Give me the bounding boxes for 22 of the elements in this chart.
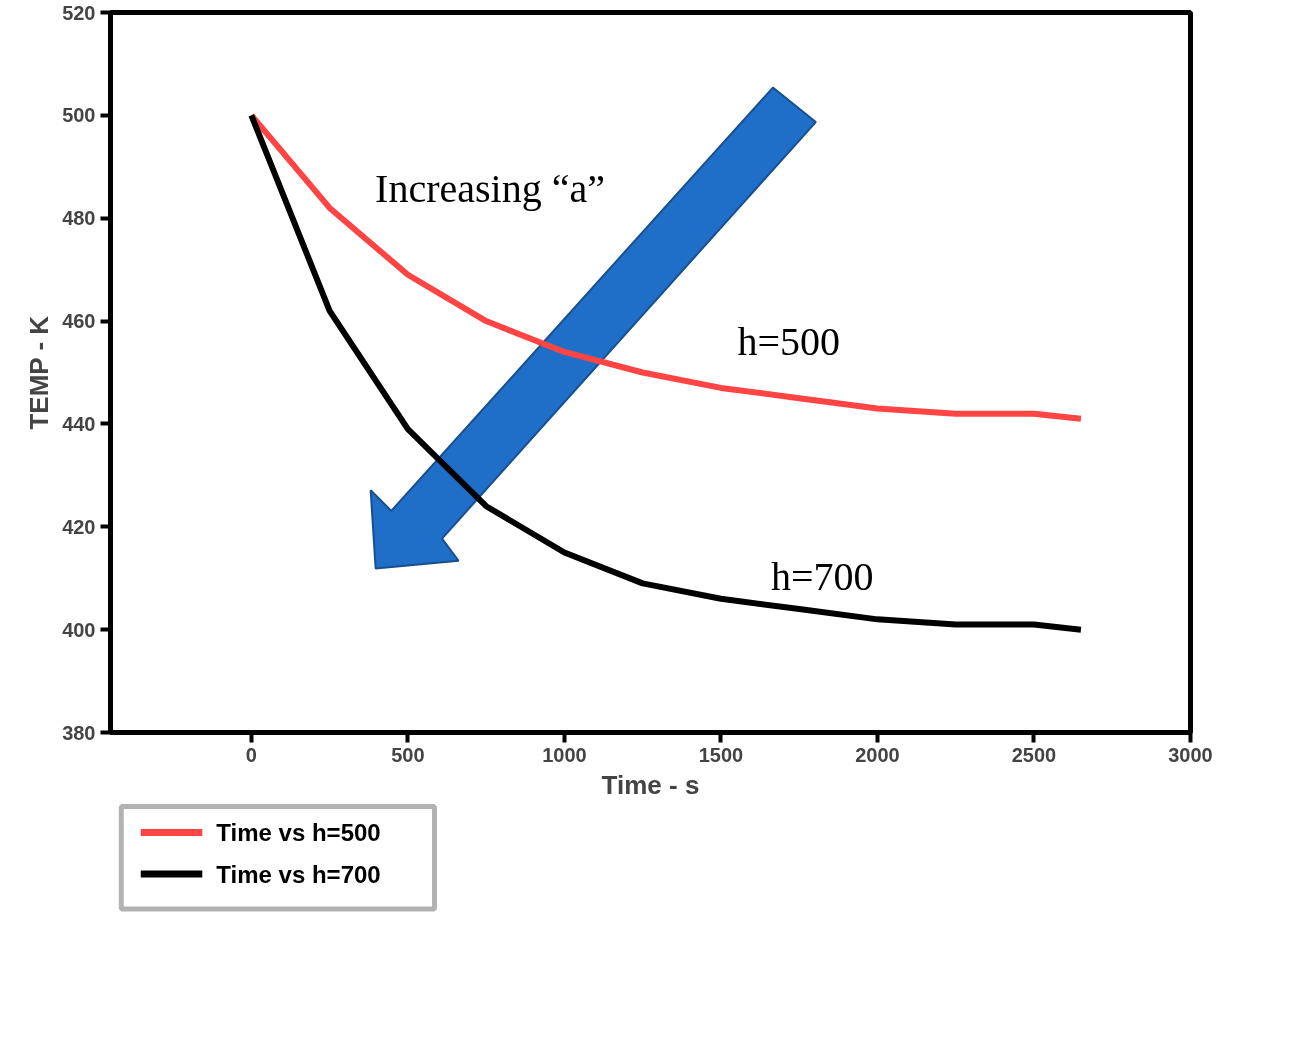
y-tick-label: 520 bbox=[62, 1, 96, 24]
annotation: h=700 bbox=[770, 553, 874, 599]
y-tick-label: 480 bbox=[62, 207, 96, 230]
x-axis-title: Time - s bbox=[601, 769, 700, 800]
x-tick-label: 2000 bbox=[855, 743, 900, 766]
x-tick-label: 1000 bbox=[542, 743, 587, 766]
annotation: h=500 bbox=[737, 319, 841, 365]
y-axis-title: TEMP - K bbox=[24, 315, 55, 430]
x-tick-label: 3000 bbox=[1168, 743, 1213, 766]
y-tick-label: 460 bbox=[62, 310, 96, 333]
x-tick-label: 0 bbox=[245, 743, 257, 766]
y-tick-label: 420 bbox=[62, 515, 96, 538]
x-tick-label: 1500 bbox=[698, 743, 744, 766]
y-tick-label: 440 bbox=[62, 412, 96, 435]
x-tick-label: 500 bbox=[391, 743, 425, 766]
annotation: Increasing “a” bbox=[375, 166, 605, 212]
legend-label: Time vs h=700 bbox=[216, 860, 381, 888]
y-tick-label: 500 bbox=[62, 104, 96, 127]
x-tick-label: 2500 bbox=[1011, 743, 1057, 766]
legend-label: Time vs h=500 bbox=[216, 818, 381, 846]
y-tick-label: 380 bbox=[62, 721, 96, 744]
y-tick-label: 400 bbox=[62, 618, 96, 641]
